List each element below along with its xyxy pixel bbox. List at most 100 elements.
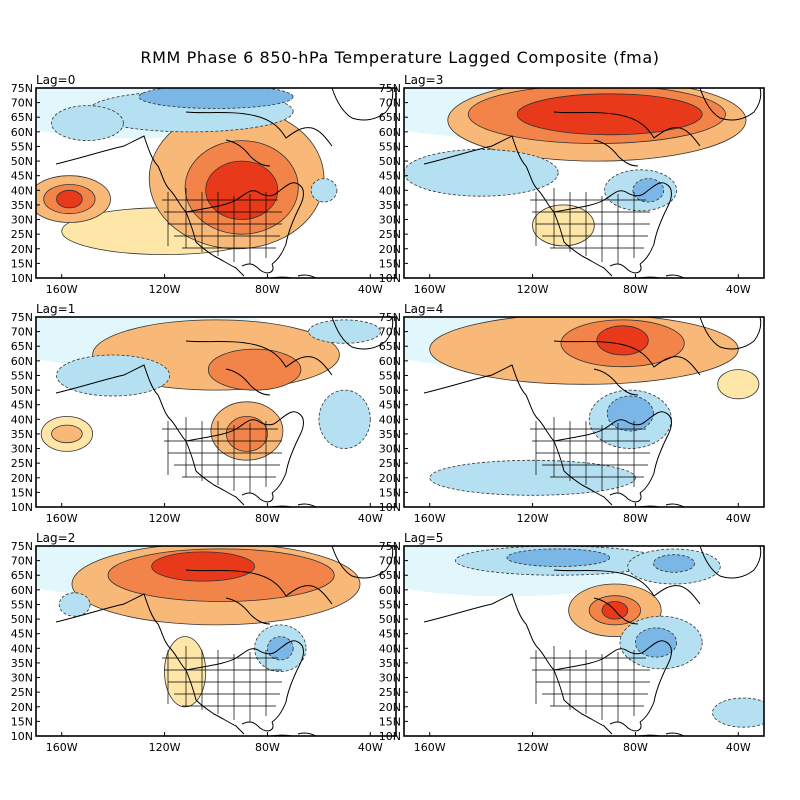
lat-tick-label: 65N: [11, 340, 33, 353]
cold-anomaly-region: [404, 149, 559, 197]
lat-tick-label: 45N: [11, 628, 33, 641]
lon-tick-label: 120W: [149, 283, 181, 296]
lat-tick-label: 45N: [379, 399, 401, 412]
lat-tick-label: 60N: [379, 584, 401, 597]
figure-title: RMM Phase 6 850-hPa Temperature Lagged C…: [140, 48, 659, 67]
lag-label: Lag=5: [404, 531, 443, 545]
warm-anomaly-region: [717, 369, 759, 399]
contour-line: [92, 319, 340, 391]
lat-tick-label: 75N: [11, 82, 33, 95]
lat-tick-label: 35N: [11, 428, 33, 441]
lag-label: Lag=3: [404, 73, 443, 87]
lat-tick-label: 20N: [379, 243, 401, 256]
lat-tick-label: 50N: [379, 384, 401, 397]
lat-tick-label: 75N: [11, 311, 33, 324]
lat-tick-label: 20N: [379, 701, 401, 714]
lon-tick-label: 120W: [149, 512, 181, 525]
lat-tick-label: 25N: [11, 686, 33, 699]
lat-tick-label: 60N: [379, 126, 401, 139]
lon-tick-label: 80W: [623, 283, 648, 296]
lat-tick-label: 10N: [379, 272, 401, 285]
lat-tick-label: 20N: [11, 701, 33, 714]
lat-tick-label: 15N: [11, 257, 33, 270]
lat-tick-label: 25N: [11, 228, 33, 241]
warm-anomaly-region: [51, 425, 83, 443]
contour-line: [516, 93, 703, 136]
contour-line: [40, 416, 94, 452]
panel-frame: [403, 545, 765, 737]
lat-tick-label: 35N: [11, 199, 33, 212]
contour-line: [404, 149, 559, 197]
contour-line: [652, 554, 695, 573]
lon-tick-label: 40W: [358, 741, 383, 754]
contour-line: [632, 178, 665, 203]
lat-tick-label: 70N: [11, 97, 33, 110]
warm-anomaly-region: [226, 416, 268, 452]
lon-tick-label: 80W: [623, 512, 648, 525]
contour-line: [596, 325, 649, 356]
contour-line: [225, 416, 268, 452]
lon-tick-label: 40W: [726, 283, 751, 296]
lon-tick-label: 160W: [46, 741, 78, 754]
lon-tick-label: 120W: [149, 741, 181, 754]
lat-tick-label: 20N: [11, 472, 33, 485]
lon-tick-label: 80W: [255, 283, 280, 296]
lon-tick-label: 120W: [517, 741, 549, 754]
contour-line: [601, 601, 629, 620]
contour-line: [51, 105, 124, 141]
contour-line: [429, 317, 739, 385]
lat-tick-label: 65N: [379, 111, 401, 124]
lon-tick-label: 160W: [414, 741, 446, 754]
lat-tick-label: 60N: [379, 355, 401, 368]
cold-anomaly-region: [712, 698, 764, 728]
contour-line: [604, 169, 678, 212]
lon-tick-label: 40W: [726, 741, 751, 754]
cold-anomaly-region: [506, 548, 610, 567]
lat-tick-label: 15N: [379, 486, 401, 499]
lag-label: Lag=0: [36, 73, 75, 87]
lat-tick-label: 40N: [379, 184, 401, 197]
lat-tick-label: 35N: [379, 199, 401, 212]
lon-tick-label: 160W: [46, 512, 78, 525]
contour-line: [164, 636, 207, 708]
lat-tick-label: 30N: [11, 214, 33, 227]
lat-tick-label: 55N: [11, 599, 33, 612]
lat-tick-label: 70N: [379, 97, 401, 110]
lat-tick-label: 25N: [379, 457, 401, 470]
lat-tick-label: 15N: [11, 486, 33, 499]
lon-tick-label: 40W: [358, 283, 383, 296]
lat-tick-label: 15N: [379, 257, 401, 270]
lat-tick-label: 10N: [11, 501, 33, 514]
lat-tick-label: 10N: [11, 272, 33, 285]
cold-anomaly-region: [311, 178, 337, 202]
lat-tick-label: 30N: [11, 443, 33, 456]
lat-tick-label: 50N: [11, 613, 33, 626]
lat-tick-label: 15N: [11, 715, 33, 728]
contour-line: [107, 548, 335, 602]
lat-tick-label: 75N: [379, 82, 401, 95]
contour-line: [56, 189, 83, 209]
contour-line: [56, 354, 171, 397]
lag-label: Lag=1: [36, 302, 75, 316]
lat-tick-label: 30N: [379, 443, 401, 456]
lat-tick-label: 75N: [11, 540, 33, 553]
cold-anomaly-region: [607, 396, 654, 431]
contour-line: [207, 348, 302, 391]
lon-tick-label: 40W: [358, 512, 383, 525]
contour-line: [184, 140, 299, 235]
contour-line: [151, 551, 255, 582]
lat-tick-label: 10N: [11, 730, 33, 743]
contour-line: [568, 583, 662, 638]
contour-line: [606, 395, 654, 432]
lat-tick-label: 20N: [379, 472, 401, 485]
cold-anomaly-region: [138, 88, 294, 109]
panel-frame: [35, 545, 397, 737]
lat-tick-label: 55N: [379, 370, 401, 383]
lat-tick-label: 60N: [11, 355, 33, 368]
lon-tick-label: 160W: [414, 283, 446, 296]
cold-anomaly-region: [318, 390, 371, 449]
lat-tick-label: 45N: [11, 170, 33, 183]
